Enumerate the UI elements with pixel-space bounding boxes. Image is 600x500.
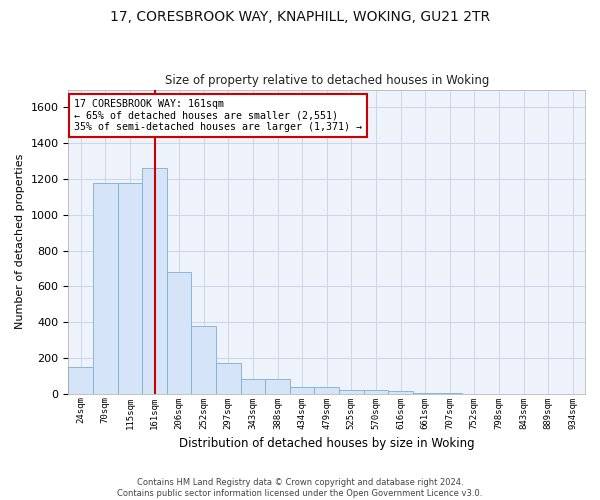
Text: 17, CORESBROOK WAY, KNAPHILL, WOKING, GU21 2TR: 17, CORESBROOK WAY, KNAPHILL, WOKING, GU… bbox=[110, 10, 490, 24]
Bar bbox=[118, 184, 142, 394]
Bar bbox=[241, 380, 265, 394]
Text: Contains HM Land Registry data © Crown copyright and database right 2024.
Contai: Contains HM Land Registry data © Crown c… bbox=[118, 478, 482, 498]
Bar bbox=[413, 392, 437, 394]
Bar bbox=[339, 390, 364, 394]
Bar bbox=[68, 367, 93, 394]
Bar bbox=[191, 326, 216, 394]
X-axis label: Distribution of detached houses by size in Woking: Distribution of detached houses by size … bbox=[179, 437, 475, 450]
Bar bbox=[364, 390, 388, 394]
Bar bbox=[167, 272, 191, 394]
Bar bbox=[437, 392, 462, 394]
Bar bbox=[265, 380, 290, 394]
Bar bbox=[216, 363, 241, 394]
Bar bbox=[142, 168, 167, 394]
Y-axis label: Number of detached properties: Number of detached properties bbox=[15, 154, 25, 330]
Bar bbox=[388, 392, 413, 394]
Bar bbox=[290, 388, 314, 394]
Title: Size of property relative to detached houses in Woking: Size of property relative to detached ho… bbox=[164, 74, 489, 87]
Bar bbox=[93, 184, 118, 394]
Bar bbox=[314, 388, 339, 394]
Text: 17 CORESBROOK WAY: 161sqm
← 65% of detached houses are smaller (2,551)
35% of se: 17 CORESBROOK WAY: 161sqm ← 65% of detac… bbox=[74, 98, 362, 132]
